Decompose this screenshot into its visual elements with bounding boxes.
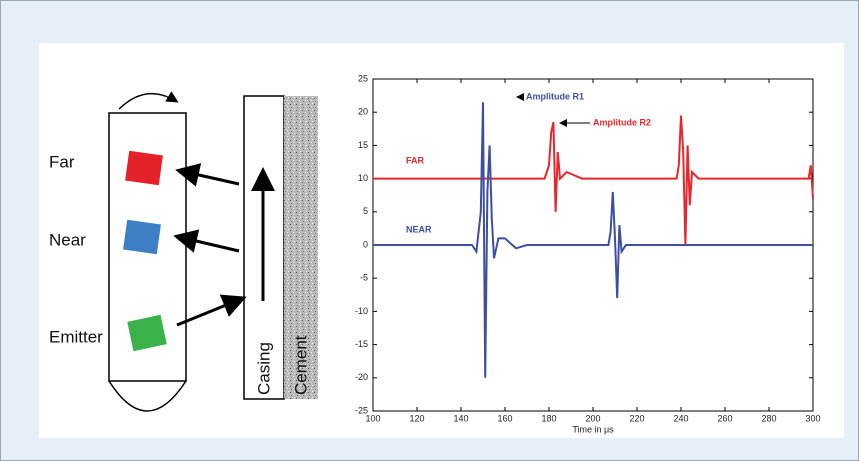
x-tick-label: 160	[497, 413, 512, 423]
y-tick-label: -5	[360, 273, 368, 283]
y-tick-label: 15	[358, 140, 368, 150]
near-arrow	[173, 229, 240, 253]
x-tick-label: 140	[453, 413, 468, 423]
x-tick-label: 120	[409, 413, 424, 423]
x-tick-label: 240	[673, 413, 688, 423]
tool-label: Far	[49, 152, 75, 171]
y-tick-label: 10	[358, 173, 368, 183]
y-tick-label: -10	[355, 306, 368, 316]
y-tick-label: -15	[355, 339, 368, 349]
annotation: Amplitude R2	[593, 117, 651, 127]
series-label: NEAR	[406, 224, 432, 234]
x-tick-label: 300	[805, 413, 820, 423]
tool-tip	[108, 380, 187, 412]
series-label: FAR	[406, 155, 425, 165]
x-tick-label: 220	[629, 413, 644, 423]
annotation: Amplitude R1	[526, 91, 584, 101]
y-tick-label: -20	[355, 372, 368, 382]
emit-arrow	[176, 294, 247, 327]
near-sensor	[123, 219, 161, 255]
x-tick-label: 200	[585, 413, 600, 423]
cement	[284, 96, 318, 399]
far-sensor	[125, 150, 163, 186]
far-arrow	[175, 163, 240, 187]
series-line	[373, 115, 814, 246]
emitter	[127, 314, 167, 352]
x-axis-label: Time in μs	[572, 424, 614, 434]
inner-panel	[39, 43, 844, 438]
tool-label: Emitter	[49, 327, 103, 346]
x-tick-label: 180	[541, 413, 556, 423]
y-tick-label: -25	[355, 405, 368, 415]
y-tick-label: 25	[358, 73, 368, 83]
rotation-arrow	[118, 91, 179, 110]
cement-label: Cement	[291, 335, 310, 395]
x-tick-label: 280	[761, 413, 776, 423]
x-tick-label: 100	[365, 413, 380, 423]
x-tick-label: 260	[717, 413, 732, 423]
y-tick-label: 20	[358, 107, 368, 117]
series-line	[373, 102, 813, 378]
y-tick-label: 5	[363, 206, 368, 216]
casing-label: Casing	[254, 342, 273, 395]
tool-label: Near	[49, 230, 86, 249]
y-tick-label: 0	[363, 239, 368, 249]
